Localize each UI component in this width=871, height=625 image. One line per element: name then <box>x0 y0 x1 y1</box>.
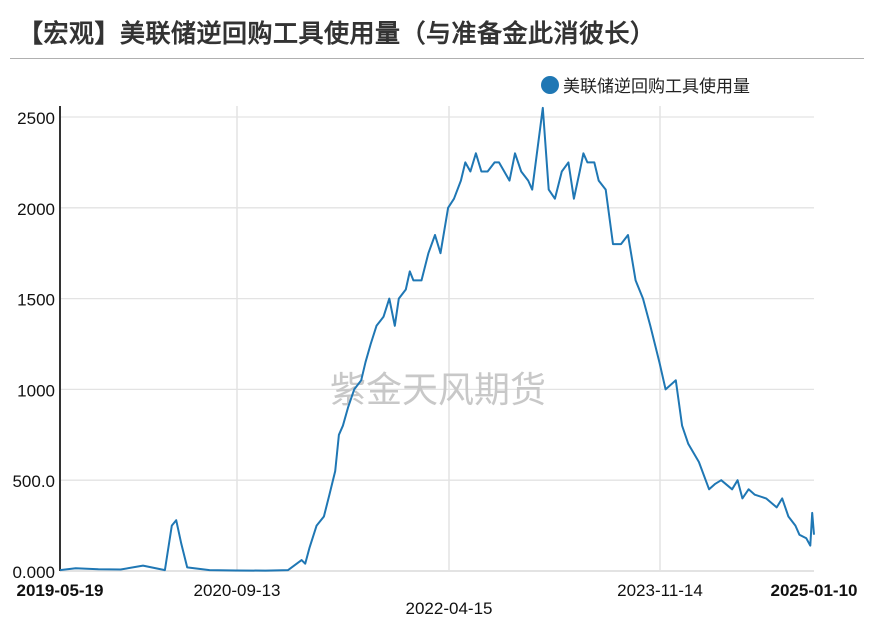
gridlines <box>60 106 814 572</box>
x-tick-label: 2023-11-14 <box>617 581 703 600</box>
legend-label: 美联储逆回购工具使用量 <box>563 77 750 96</box>
series-line-reverse-repo[interactable] <box>59 106 815 572</box>
x-tick-label: 2020-09-13 <box>194 581 281 600</box>
x-tick-label: 2019-05-19 <box>17 581 104 600</box>
x-axis-ticks: 2019-05-19 2020-09-13 2022-04-15 2023-11-14… <box>17 581 858 618</box>
legend-marker-icon <box>541 75 559 94</box>
y-tick-label: 0.000 <box>12 563 55 582</box>
y-tick-label: 2000 <box>17 200 55 219</box>
y-tick-label: 500.0 <box>12 472 55 491</box>
y-tick-label: 1000 <box>17 381 55 400</box>
watermark: 紫金天风期货 <box>330 369 546 410</box>
y-tick-label: 2500 <box>17 109 55 128</box>
y-axis-ticks: 0.000 500.0 1000 1500 2000 2500 <box>12 109 55 582</box>
x-tick-label: 2022-04-15 <box>406 599 493 618</box>
x-tick-label: 2025-01-10 <box>771 581 858 600</box>
title-divider <box>10 58 864 59</box>
y-tick-label: 1500 <box>17 291 55 310</box>
chart-title: 【宏观】美联储逆回购工具使用量（与准备金此消彼长） <box>18 20 656 48</box>
chart-legend[interactable]: 美联储逆回购工具使用量 <box>541 72 750 97</box>
